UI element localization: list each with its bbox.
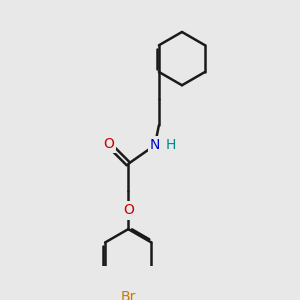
Text: H: H	[166, 138, 176, 152]
Text: O: O	[103, 137, 114, 151]
Text: Br: Br	[121, 290, 136, 300]
Text: N: N	[150, 138, 160, 152]
Text: O: O	[123, 203, 134, 218]
